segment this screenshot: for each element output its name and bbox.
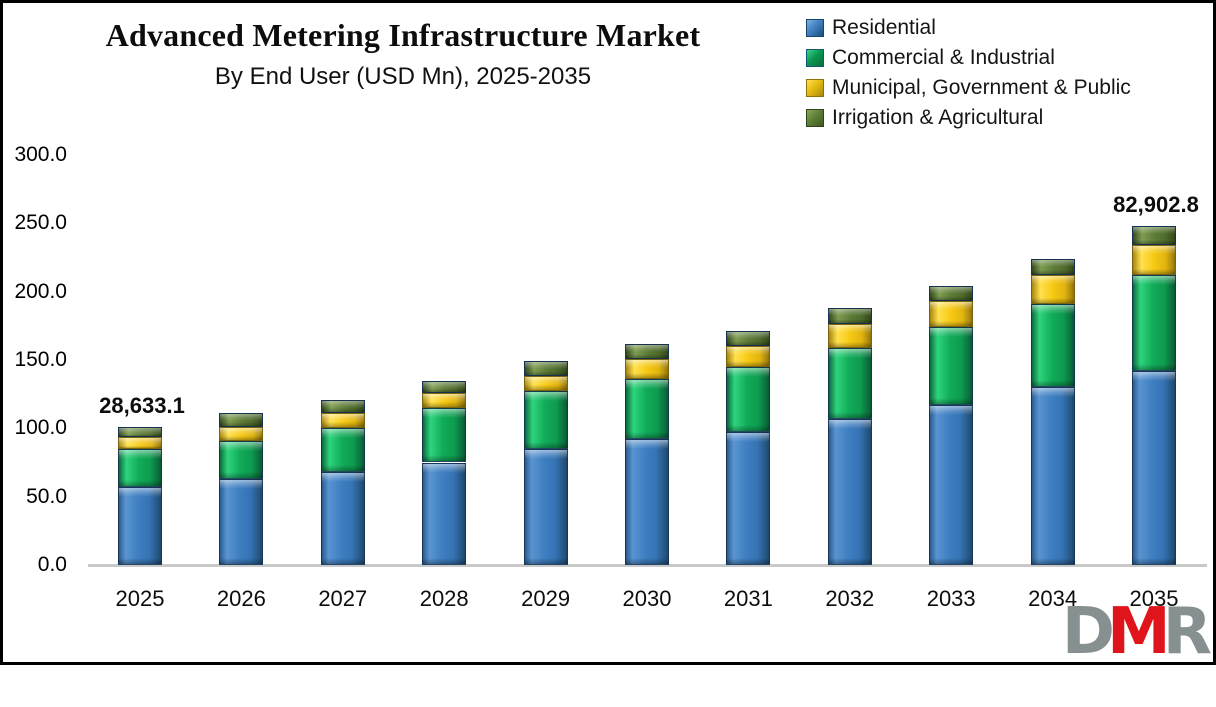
legend-item: Residential	[806, 16, 1131, 40]
bar-segment	[726, 331, 771, 347]
x-tick-label: 2033	[926, 586, 976, 611]
bar-segment	[827, 347, 872, 419]
bar-segment	[320, 472, 365, 565]
legend-marker-icon	[806, 19, 824, 37]
bar-segment	[422, 392, 467, 408]
bar-segment	[219, 440, 264, 479]
bar-segment	[219, 478, 264, 565]
legend-marker-icon	[806, 49, 824, 67]
x-tick-label: 2030	[622, 586, 672, 611]
bar-value-label: 28,633.1	[99, 392, 185, 418]
chart-frame: Advanced Metering Infrastructure Market …	[0, 0, 1216, 665]
bar-value-label: 82,902.8	[1113, 192, 1199, 218]
bar-segment	[1132, 245, 1176, 276]
x-axis-line	[88, 564, 1207, 567]
y-tick-label: 200.0	[14, 279, 67, 303]
bar-segment	[1030, 275, 1075, 304]
chart-subtitle: By End User (USD Mn), 2025-2035	[214, 63, 592, 90]
bar-segment	[929, 286, 974, 302]
bar-segment	[1030, 303, 1075, 388]
bar-segment	[726, 366, 771, 433]
bar-segment	[625, 343, 669, 359]
x-tick-label: 2028	[419, 586, 469, 611]
bar-segment	[219, 426, 264, 441]
y-tick-label: 100.0	[14, 416, 67, 440]
chart-title: Advanced Metering Infrastructure Market	[105, 17, 701, 53]
x-tick-label: 2027	[318, 586, 368, 611]
bar-segment	[726, 346, 771, 367]
y-tick-label: 0.0	[37, 553, 67, 576]
dmr-logo-letter: D	[1061, 595, 1115, 669]
bar-segment	[523, 361, 568, 377]
dmr-logo-letter: R	[1162, 595, 1212, 669]
y-tick-label: 250.0	[14, 211, 67, 235]
x-tick-label: 2035	[1129, 586, 1179, 611]
bar-segment	[523, 391, 568, 449]
legend-item: Commercial & Industrial	[806, 46, 1131, 70]
legend-label: Residential	[832, 16, 936, 39]
legend-marker-icon	[806, 109, 824, 127]
bar-segment	[1132, 226, 1176, 246]
legend-marker-icon	[806, 79, 824, 97]
bar-segment	[118, 448, 162, 488]
y-tick-label: 50.0	[26, 484, 67, 508]
x-tick-label: 2031	[723, 586, 773, 611]
bar-segment	[1030, 387, 1075, 565]
bar-segment	[827, 418, 872, 565]
bar-segment	[320, 399, 365, 414]
bar-segment	[320, 428, 365, 473]
bar-segment	[422, 407, 467, 463]
legend-label: Municipal, Government & Public	[832, 76, 1131, 99]
bar-segment	[219, 413, 264, 427]
bar-segment	[827, 324, 872, 348]
bar-segment	[1132, 370, 1176, 565]
bar-segment	[422, 380, 467, 393]
bar-segment	[726, 432, 771, 565]
x-tick-label: 2025	[115, 586, 165, 611]
bar-segment	[422, 462, 467, 565]
bar-segment	[1030, 258, 1075, 276]
y-tick-label: 150.0	[14, 348, 67, 371]
legend-label: Irrigation & Agricultural	[832, 106, 1044, 129]
dmr-logo-letter: M	[1107, 595, 1171, 669]
x-tick-label: 2029	[521, 586, 571, 611]
legend: Residential Commercial & Industrial Munici…	[806, 16, 1131, 130]
bar-segment	[1132, 275, 1176, 371]
x-tick-label: 2032	[825, 586, 875, 611]
bar-segment	[625, 439, 669, 565]
x-tick-label: 2026	[216, 586, 266, 611]
legend-item: Municipal, Government & Public	[806, 76, 1131, 100]
bar-segment	[118, 487, 162, 565]
x-tick-label: 2034	[1028, 586, 1078, 611]
bar-segment	[320, 413, 365, 429]
bar-segment	[118, 436, 162, 449]
bar-segment	[523, 376, 568, 392]
bar-segment	[523, 448, 568, 565]
bar-segment	[625, 358, 669, 380]
bar-segment	[118, 426, 162, 437]
bar-segment	[929, 327, 974, 406]
legend-item: Irrigation & Agricultural	[806, 106, 1131, 130]
bar-segment	[827, 308, 872, 325]
bar-segment	[929, 405, 974, 565]
legend-label: Commercial & Industrial	[832, 46, 1055, 69]
bar-segment	[929, 301, 974, 328]
bar-segment	[625, 379, 669, 440]
y-tick-label: 300.0	[14, 143, 67, 166]
